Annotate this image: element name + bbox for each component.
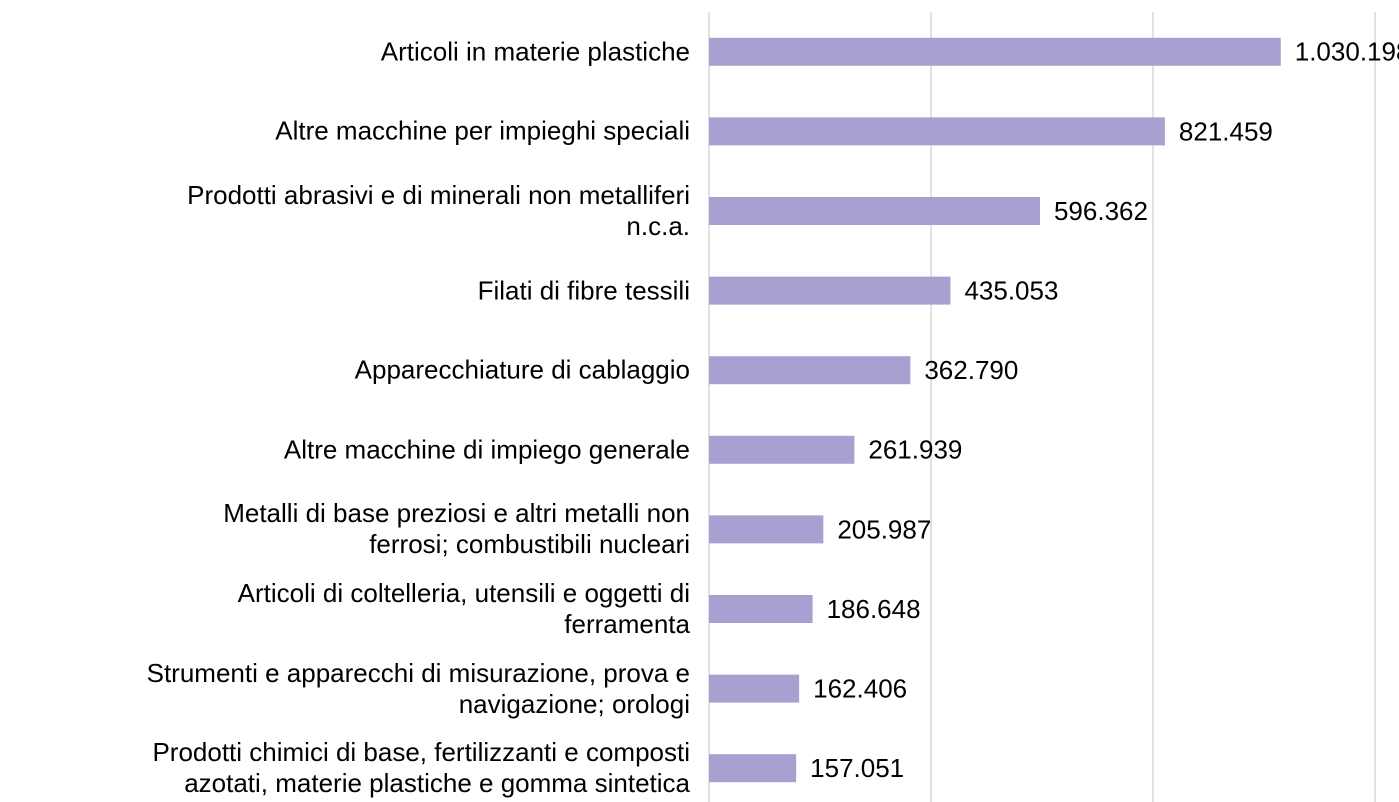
value-label: 435.053 [964,275,1058,305]
category-label: Altre macchine di impiego generale [283,434,690,465]
category-label: Metalli di base preziosi e altri metalli… [223,498,690,560]
value-label: 596.362 [1054,196,1148,226]
bar [709,595,813,623]
bar [709,754,797,783]
value-label: 821.459 [1179,116,1273,146]
value-label: 261.939 [868,435,962,465]
bar [709,276,951,305]
category-label: Apparecchiature di cablaggio [354,354,690,385]
value-label: 1.030.198 [1295,37,1399,67]
category-label: Filati di fibre tessili [477,275,690,306]
bar [709,435,855,464]
category-label: Prodotti abrasivi e di minerali non meta… [187,180,690,241]
bar [709,356,911,385]
category-label: Prodotti chimici di base, fertilizzanti … [152,737,690,799]
bar [709,197,1040,225]
category-label: Articoli di coltelleria, utensili e ogge… [237,578,690,639]
value-label: 162.406 [813,673,907,703]
value-label: 157.051 [810,753,904,783]
value-label: 205.987 [837,514,931,544]
bar [709,37,1281,66]
bar [709,117,1165,146]
category-label: Articoli in materie plastiche [380,36,690,67]
bar [709,674,800,703]
bar [709,515,824,544]
category-label: Strumenti e apparecchi di misurazione, p… [146,657,690,719]
value-label: 362.790 [924,355,1018,385]
category-label: Altre macchine per impieghi speciali [275,115,690,146]
value-label: 186.648 [827,594,921,624]
